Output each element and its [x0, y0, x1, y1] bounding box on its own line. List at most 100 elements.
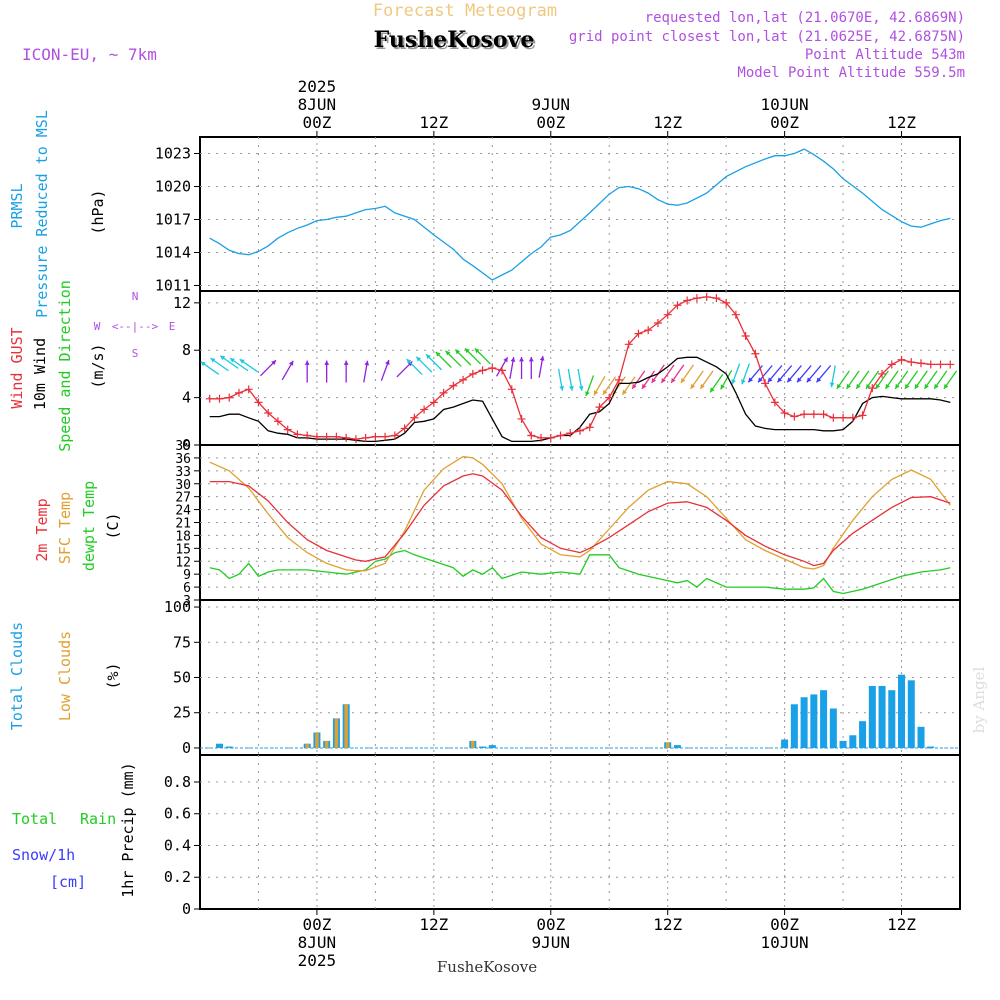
wind-arrow-head: [875, 383, 881, 389]
bottom-time-tick-label: 10JUN: [761, 933, 809, 952]
wind-arrow-head: [622, 389, 627, 395]
wind-gust-marker: [897, 355, 906, 364]
wind-arrow-head: [304, 360, 310, 365]
wind-gust-marker: [731, 310, 740, 319]
y-tick-label: 15: [175, 542, 191, 557]
precip-legend-total: Total: [12, 810, 57, 828]
wind-arrow-head: [777, 377, 783, 383]
wind-gust-marker: [273, 417, 282, 426]
wind-arrow-head: [602, 389, 608, 395]
wind-gust-marker: [585, 423, 594, 432]
precip-axis-title: 1hr Precip (mm) Total Rain Snow/1h [cm]: [12, 762, 137, 897]
pressure-label-prmsl: PRMSL: [8, 183, 26, 228]
bottom-time-tick-label: 00Z: [536, 915, 565, 934]
pressure-label-desc: Pressure Reduced to MSL: [33, 110, 51, 318]
info-gridpoint: grid point closest lon,lat (21.0625E, 42…: [569, 29, 965, 45]
top-time-tick-label: 12Z: [419, 113, 448, 132]
top-time-tick-label: 9JUN: [532, 95, 571, 114]
wind-arrow-head: [528, 357, 534, 362]
y-tick-label: 1011: [155, 277, 191, 295]
wind-arrow-head: [455, 349, 461, 355]
y-tick-label: 0.8: [164, 773, 191, 791]
panel-frame: [199, 290, 961, 446]
wind-gust-marker: [351, 435, 360, 444]
bottom-time-tick-label: 2025: [298, 951, 337, 970]
low-cloud-bar: [324, 740, 329, 748]
wind-gust-marker: [663, 310, 672, 319]
wind-arrow-head: [271, 360, 276, 365]
low-cloud-bar: [305, 743, 309, 748]
wind-gust-marker: [644, 326, 653, 335]
panel-frame: [199, 136, 961, 292]
total-cloud-bar: [878, 685, 886, 748]
wind-arrow-head: [569, 385, 574, 391]
wind-arrow-head: [748, 377, 753, 383]
precip-unit: 1hr Precip (mm): [119, 762, 137, 897]
wind-gust-marker: [800, 410, 809, 419]
y-tick-label: 0: [182, 900, 191, 918]
wind-gust-marker: [205, 394, 214, 403]
top-time-tick-label: 00Z: [770, 113, 799, 132]
top-time-tick-label: 8JUN: [298, 95, 337, 114]
info-altitude: Point Altitude 543m: [805, 47, 965, 63]
wind-arrow-head: [720, 384, 725, 390]
wind-gust-marker: [809, 410, 818, 419]
compass-rose: N S W E <--|-->: [94, 290, 176, 360]
wind-gust-marker: [614, 375, 623, 384]
wind-gust-marker: [439, 388, 448, 397]
wind-gust-marker: [254, 398, 263, 407]
wind-gust-marker: [381, 432, 390, 441]
wind-arrow-head: [651, 378, 657, 383]
wind-gust-marker: [761, 379, 770, 388]
total-cloud-bar: [781, 739, 789, 748]
station-title: FusheKosove: [374, 27, 535, 53]
wind-gust-marker: [478, 366, 487, 375]
wind-gust-marker: [527, 431, 536, 440]
wind-gust-marker: [887, 360, 896, 369]
wind-gust-marker: [605, 393, 614, 402]
wind-gust-marker: [566, 429, 575, 438]
wind-gust-marker: [907, 358, 916, 367]
y-tick-label: 0.2: [164, 868, 191, 886]
watermark: by Angel: [970, 666, 988, 733]
low-cloud-bar: [665, 742, 670, 748]
bottom-time-tick-label: 00Z: [302, 915, 331, 934]
wind-arrow-head: [741, 379, 746, 385]
temp-label-dewpt: dewpt Temp: [80, 481, 98, 571]
wind-arrow-head: [846, 383, 851, 389]
wind-gust-marker: [264, 409, 273, 418]
wind-gust-marker: [595, 403, 604, 412]
wind-gust-marker: [498, 366, 507, 375]
y-tick-label: 39: [175, 439, 191, 454]
wind-gust-marker: [283, 425, 292, 434]
wind-arrow-head: [324, 360, 330, 365]
wind-gust-marker: [537, 433, 546, 442]
wind-gust-marker: [420, 405, 429, 414]
precip-legend-rain: Rain: [80, 810, 116, 828]
wind-gust-marker: [624, 340, 633, 349]
wind-arrow-head: [364, 360, 370, 366]
wind-arrow-head: [435, 351, 441, 357]
compass-e: E: [169, 320, 176, 333]
total-cloud-bar: [790, 704, 798, 748]
temp-label-sfc: SFC Temp: [56, 492, 74, 564]
top-time-tick-label: 12Z: [887, 113, 916, 132]
total-cloud-bar: [800, 697, 808, 748]
wind-arrow-head: [767, 377, 773, 383]
top-time-tick-label: 00Z: [302, 113, 331, 132]
y-tick-label: 6: [183, 581, 191, 596]
wind-gust-marker: [819, 410, 828, 419]
compass-w: W: [94, 320, 101, 333]
total-cloud-bar: [820, 690, 828, 748]
wind-gust-marker: [653, 318, 662, 327]
wind-arrow-head: [924, 383, 929, 389]
wind-arrow-head: [474, 348, 480, 354]
low-cloud-bar: [334, 718, 339, 748]
y-tick-label: 50: [173, 669, 191, 687]
wind-gust-marker: [303, 431, 312, 440]
wind-arrow-head: [680, 378, 686, 383]
wind-arrow-head: [465, 348, 470, 354]
info-model-altitude: Model Point Altitude 559.5m: [737, 65, 965, 81]
temp-unit: (C): [104, 512, 122, 539]
